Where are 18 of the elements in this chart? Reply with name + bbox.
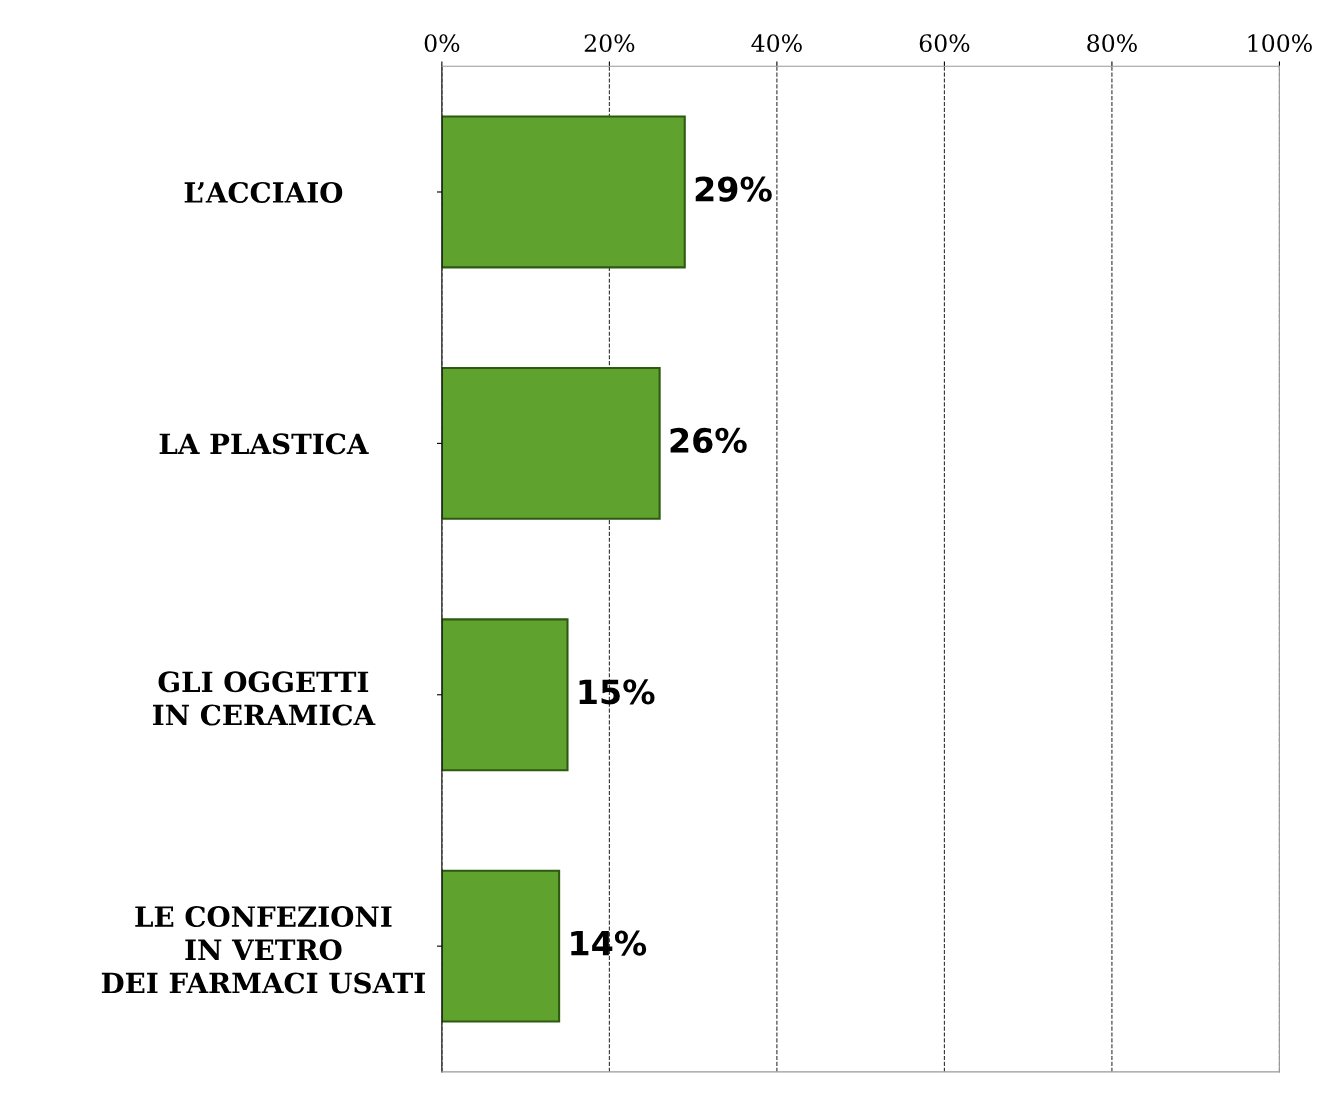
x-tick-label: 100% xyxy=(1248,34,1312,52)
bar xyxy=(441,618,569,772)
y-tick-label: GLI OGGETTI IN CERAMICA xyxy=(153,671,376,726)
y-tick-label: LE CONFEZIONI IN VETRO DEI FARMACI USATI xyxy=(101,906,425,994)
data-label: 15% xyxy=(579,679,655,705)
y-tick-label: L’ACCIAIO xyxy=(184,181,343,203)
data-label: 14% xyxy=(571,930,647,956)
x-tick-label: 20% xyxy=(584,34,635,52)
y-tick-label: LA PLASTICA xyxy=(159,433,369,455)
x-tick-label: 0% xyxy=(424,34,460,52)
bar xyxy=(441,869,561,1023)
x-tick-label: 80% xyxy=(1087,34,1137,52)
x-tick-label: 40% xyxy=(751,34,802,52)
bar xyxy=(441,115,686,269)
x-tick-label: 60% xyxy=(919,34,970,52)
data-label: 26% xyxy=(670,427,747,454)
bar xyxy=(441,366,661,520)
data-label: 29% xyxy=(695,176,772,202)
